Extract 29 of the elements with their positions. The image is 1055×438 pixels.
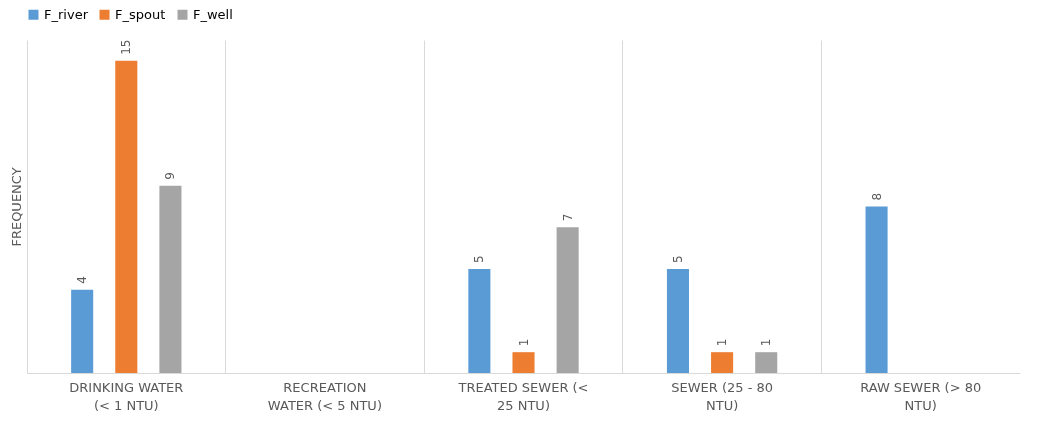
bar [115,60,138,373]
data-label: 15 [119,39,134,55]
data-label: 1 [715,338,730,347]
data-label: 5 [472,255,487,263]
data-label: 1 [759,338,774,347]
bar [468,268,491,373]
bar [71,289,94,373]
bar [159,185,182,373]
y-axis-title: FREQUENCY [8,167,24,247]
bar [755,352,778,373]
bar [666,268,689,373]
bar [556,227,579,373]
data-label: 4 [75,276,90,284]
bar [711,352,734,373]
data-label: 7 [560,213,575,222]
data-label: 8 [869,192,884,201]
bar [512,352,535,373]
x-tick-label: RAW SEWER (> 80 NTU) [860,379,982,413]
x-tick-label: SEWER (25 - 80 NTU) [671,379,774,413]
x-tick-label: DRINKING WATER (< 1 NTU) [69,379,184,413]
legend-label: F_river [44,6,89,22]
data-label: 9 [163,172,178,180]
data-label: 1 [516,338,531,347]
data-label: 5 [670,255,685,263]
legend-label: F_spout [115,6,166,22]
legend-label: F_well [193,6,233,22]
bar [865,206,888,373]
x-tick-label: TREATED SEWER (< 25 NTU) [457,379,589,413]
x-tick-label: RECREATION WATER (< 5 NTU) [267,379,382,413]
